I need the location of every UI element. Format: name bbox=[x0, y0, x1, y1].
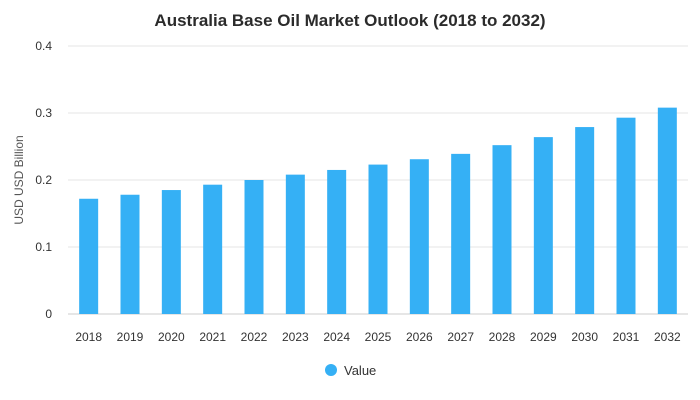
bar-2028[interactable] bbox=[492, 145, 512, 314]
bars bbox=[79, 107, 677, 314]
x-tick-label: 2027 bbox=[447, 330, 474, 344]
x-tick-label: 2030 bbox=[571, 330, 598, 344]
bar-2027[interactable] bbox=[451, 153, 471, 314]
x-tick-label: 2022 bbox=[241, 330, 268, 344]
x-tick-label: 2028 bbox=[489, 330, 516, 344]
bar-2022[interactable] bbox=[244, 180, 264, 314]
bar-2032[interactable] bbox=[657, 107, 677, 314]
bar-2018[interactable] bbox=[79, 198, 99, 314]
bar-2024[interactable] bbox=[327, 169, 347, 314]
x-tick-label: 2029 bbox=[530, 330, 557, 344]
x-tick-label: 2032 bbox=[654, 330, 681, 344]
x-axis-ticks: 2018 2019 2020 2021 2022 2023 2024 2025 2026 2027… bbox=[75, 330, 681, 344]
x-tick-label: 2018 bbox=[75, 330, 102, 344]
x-tick-label: 2021 bbox=[199, 330, 226, 344]
bar-2025[interactable] bbox=[368, 164, 388, 314]
y-tick-label: 0.2 bbox=[35, 173, 52, 187]
bar-2029[interactable] bbox=[533, 137, 553, 314]
y-axis-title: USD USD Billion bbox=[12, 135, 26, 224]
x-tick-label: 2020 bbox=[158, 330, 185, 344]
y-tick-label: 0.4 bbox=[35, 39, 52, 53]
bar-2020[interactable] bbox=[161, 190, 181, 314]
x-tick-label: 2019 bbox=[117, 330, 144, 344]
bar-2026[interactable] bbox=[409, 159, 429, 314]
chart-title: Australia Base Oil Market Outlook (2018 … bbox=[154, 11, 545, 30]
legend-marker[interactable] bbox=[325, 364, 337, 376]
y-axis-ticks: 0 0.1 0.2 0.3 0.4 bbox=[35, 39, 52, 321]
legend[interactable]: Value bbox=[325, 363, 376, 378]
x-tick-label: 2023 bbox=[282, 330, 309, 344]
bar-2023[interactable] bbox=[285, 174, 305, 314]
y-tick-label: 0 bbox=[45, 307, 52, 321]
legend-label[interactable]: Value bbox=[344, 363, 376, 378]
x-tick-label: 2026 bbox=[406, 330, 433, 344]
bar-2030[interactable] bbox=[575, 127, 595, 314]
bar-2031[interactable] bbox=[616, 117, 636, 314]
x-tick-label: 2024 bbox=[323, 330, 350, 344]
bar-2019[interactable] bbox=[120, 194, 140, 314]
bar-2021[interactable] bbox=[203, 184, 223, 314]
y-tick-label: 0.3 bbox=[35, 106, 52, 120]
y-tick-label: 0.1 bbox=[35, 240, 52, 254]
x-tick-label: 2031 bbox=[613, 330, 640, 344]
x-tick-label: 2025 bbox=[365, 330, 392, 344]
